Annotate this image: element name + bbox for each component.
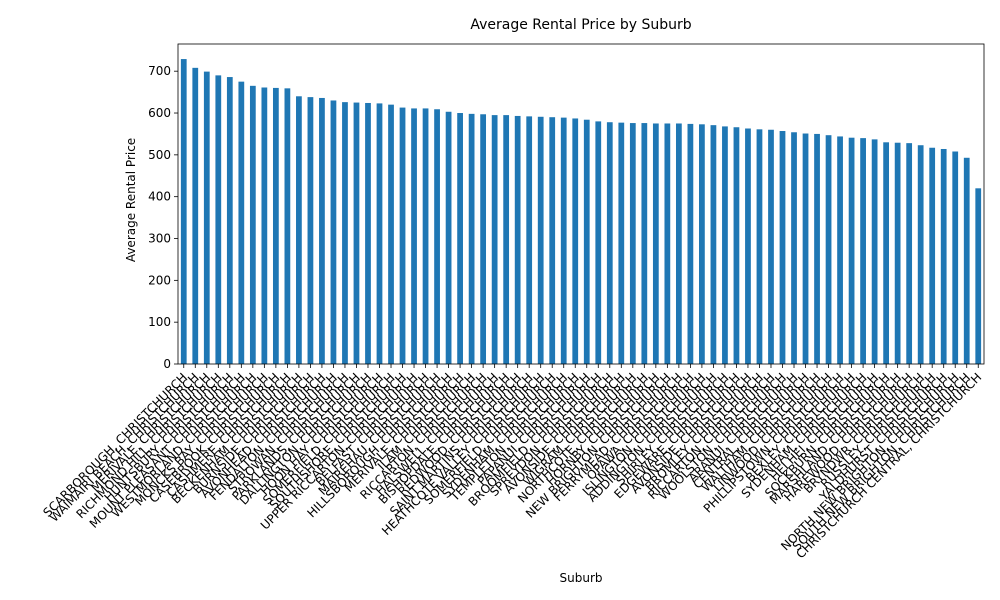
y-tick-label-5: 500 [148,148,171,162]
bar-35 [583,119,590,365]
bar-47 [722,126,728,364]
bar-3 [215,75,222,365]
bar-65 [929,147,936,364]
bar-19 [399,107,406,364]
bar-34 [572,118,579,365]
bar-10 [296,96,302,364]
bar-52 [779,131,786,364]
bar-41 [652,123,659,364]
y-tick-label-6: 600 [148,106,171,120]
bar-14 [342,102,348,364]
bar-15 [353,102,360,364]
bar-31 [537,116,544,364]
plot-border [177,43,985,365]
y-tick-label-3: 300 [148,232,171,246]
bar-29 [514,115,521,364]
bar-54 [802,133,809,364]
bar-33 [560,117,567,365]
bar-38 [618,122,625,364]
bar-58 [848,137,855,364]
y-axis-title: Average Rental Price [124,138,138,262]
y-axis: 0 100 200 300 400 500 600 700 [148,64,178,371]
bars-group [180,59,982,365]
bar-61 [883,142,890,364]
bar-28 [503,115,510,364]
bar-66 [940,148,947,364]
bar-6 [249,85,256,364]
bar-64 [917,145,924,364]
bar-50 [756,129,763,364]
bar-21 [422,108,429,364]
bar-2 [203,71,210,365]
bar-36 [595,121,602,364]
bar-45 [699,124,705,364]
y-tick-label-4: 400 [148,190,171,204]
bar-20 [411,108,417,364]
bar-22 [434,109,440,364]
bar-51 [768,129,774,364]
bar-42 [664,123,671,364]
bar-27 [491,115,498,364]
bar-57 [837,136,843,364]
y-tick-label-7: 700 [148,64,171,78]
bar-24 [457,113,463,365]
bar-9 [284,88,291,364]
y-tick-label-1: 100 [148,315,171,329]
bar-4 [226,77,233,365]
bar-13 [330,100,337,364]
bar-69 [975,188,982,364]
bar-1 [192,67,199,364]
bar-23 [445,111,452,364]
bar-7 [261,87,268,364]
bar-48 [733,127,740,365]
bar-68 [963,157,970,364]
y-tick-label-0: 0 [163,357,171,371]
bar-32 [549,117,556,364]
bar-16 [365,102,371,364]
y-tick-label-2: 200 [148,273,171,287]
bar-46 [710,125,717,365]
bar-43 [675,123,682,364]
plot-frame [177,43,985,365]
bar-62 [894,142,901,364]
x-axis-title: Suburb [560,571,603,585]
bar-53 [791,132,797,364]
bar-63 [906,143,913,364]
bar-5 [238,81,245,365]
bar-44 [687,123,694,365]
bar-8 [272,87,279,365]
bar-59 [860,138,866,364]
bar-49 [745,128,751,364]
bar-12 [319,97,325,365]
bar-18 [388,104,394,365]
chart-title: Average Rental Price by Suburb [470,17,691,33]
bar-25 [468,113,475,364]
bar-40 [641,123,648,364]
bar-37 [606,122,613,364]
bar-39 [629,123,636,364]
bar-56 [825,135,832,364]
bar-60 [871,139,878,364]
bar-11 [307,97,314,365]
bar-67 [952,151,959,364]
bar-26 [480,114,487,365]
bar-30 [526,116,533,365]
bar-55 [814,133,820,364]
bar-0 [180,59,187,365]
bar-17 [376,103,383,365]
